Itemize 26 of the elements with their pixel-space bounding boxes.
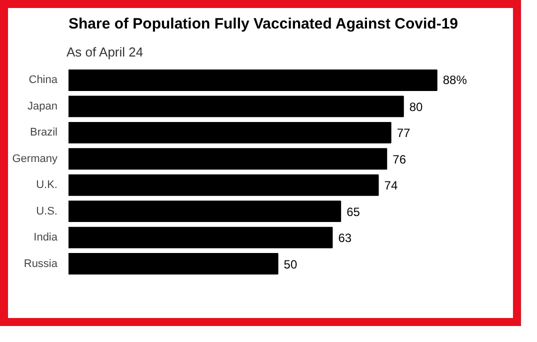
bar: [68, 174, 379, 196]
data-label: 88%: [442, 73, 468, 88]
bar: [68, 200, 342, 222]
y-tick-label: India: [34, 232, 58, 244]
data-label: 77: [396, 126, 411, 140]
bar: [68, 253, 278, 274]
data-label: 50: [284, 257, 298, 272]
y-tick-label: U.K.: [36, 179, 58, 192]
chart-subtitle: As of April 24: [66, 44, 144, 60]
bar: [68, 70, 438, 91]
bar: [68, 122, 392, 144]
bar: [68, 226, 333, 248]
data-label: 76: [392, 152, 406, 166]
y-tick-label: Japan: [28, 100, 58, 112]
data-label: 74: [384, 178, 398, 193]
y-tick-label: Germany: [12, 152, 58, 165]
y-tick-label: U.S.: [36, 205, 58, 218]
y-tick-label: Brazil: [30, 126, 58, 139]
chart-title: Share of Population Fully Vaccinated Against Covid-19: [68, 16, 458, 32]
bar: [68, 148, 388, 170]
y-tick-label: China: [28, 74, 58, 86]
y-tick-label: Russia: [24, 258, 58, 270]
data-label: 80: [409, 100, 424, 114]
bar: [68, 96, 404, 118]
data-label: 65: [346, 204, 360, 219]
data-label: 63: [338, 231, 352, 246]
